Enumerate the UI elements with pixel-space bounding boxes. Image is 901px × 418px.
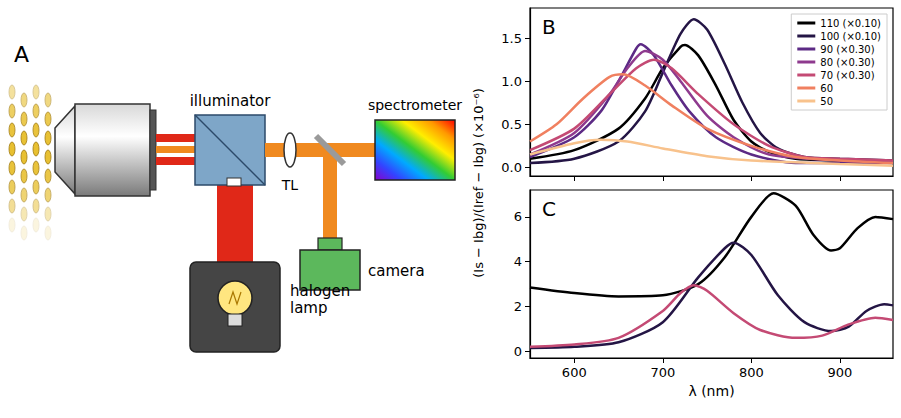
svg-text:90 (×0.30): 90 (×0.30) <box>820 44 874 55</box>
svg-text:spectrometer: spectrometer <box>368 97 462 113</box>
svg-text:λ (nm): λ (nm) <box>688 383 734 399</box>
svg-text:70 (×0.30): 70 (×0.30) <box>820 70 874 81</box>
svg-text:700: 700 <box>650 365 675 380</box>
svg-text:A: A <box>14 42 29 67</box>
svg-text:900: 900 <box>827 365 852 380</box>
svg-text:TL: TL <box>281 177 299 193</box>
svg-text:50: 50 <box>820 96 833 107</box>
svg-text:80 (×0.30): 80 (×0.30) <box>820 57 874 68</box>
svg-text:800: 800 <box>739 365 764 380</box>
svg-text:B: B <box>542 15 556 39</box>
svg-text:110 (×0.10): 110 (×0.10) <box>820 18 881 29</box>
svg-text:0.5: 0.5 <box>501 117 522 132</box>
svg-text:1.5: 1.5 <box>501 31 522 46</box>
svg-text:60: 60 <box>820 83 833 94</box>
svg-text:1.0: 1.0 <box>501 74 522 89</box>
svg-text:600: 600 <box>562 365 587 380</box>
svg-text:C: C <box>542 197 556 221</box>
svg-text:0: 0 <box>514 344 522 359</box>
svg-text:4: 4 <box>514 254 522 269</box>
svg-text:illuminator: illuminator <box>190 92 272 110</box>
svg-text:0.0: 0.0 <box>501 160 522 175</box>
svg-text:halogenlamp: halogenlamp <box>290 282 350 317</box>
svg-text:6: 6 <box>514 209 522 224</box>
svg-text:100 (×0.10): 100 (×0.10) <box>820 31 881 42</box>
html-text:(Is − Ibg)/(Iref − Ibg) (×10⁻⁶: (Is − Ibg)/(Iref − Ibg) (×10⁻⁶) <box>470 88 486 278</box>
svg-text:2: 2 <box>514 299 522 314</box>
svg-text:camera: camera <box>368 262 425 280</box>
